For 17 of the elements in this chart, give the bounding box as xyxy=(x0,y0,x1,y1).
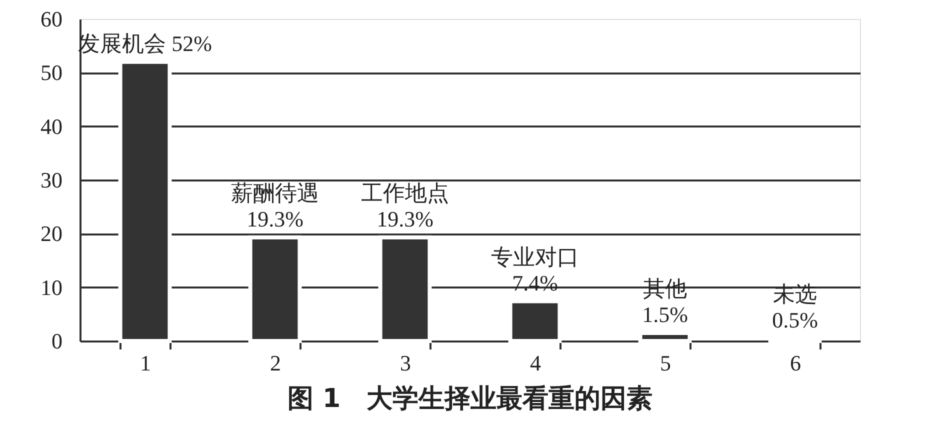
y-tick-label: 50 xyxy=(40,60,62,86)
text: 工作地点 19.3% xyxy=(361,180,449,232)
y-tick-label: 10 xyxy=(40,274,62,300)
y-tick-label: 30 xyxy=(40,168,62,192)
text: 薪酬待遇 19.3% xyxy=(231,180,319,232)
x-tick-label: 5 xyxy=(660,350,671,376)
x-tick-label: 4 xyxy=(530,350,541,376)
y-tick-label: 0 xyxy=(52,328,62,354)
x-tick-label: 3 xyxy=(400,350,411,376)
text: 图 1 大学生择业最看重的因素 xyxy=(287,384,653,414)
x-tick-label: 6 xyxy=(790,350,801,376)
text: 未选 0.5% xyxy=(772,281,818,332)
y-tick-label: 60 xyxy=(40,6,62,32)
y-tick-label: 40 xyxy=(40,114,62,139)
x-tick-label: 1 xyxy=(140,350,151,376)
x-tick-label: 2 xyxy=(270,350,281,376)
y-tick-label: 20 xyxy=(40,221,62,246)
